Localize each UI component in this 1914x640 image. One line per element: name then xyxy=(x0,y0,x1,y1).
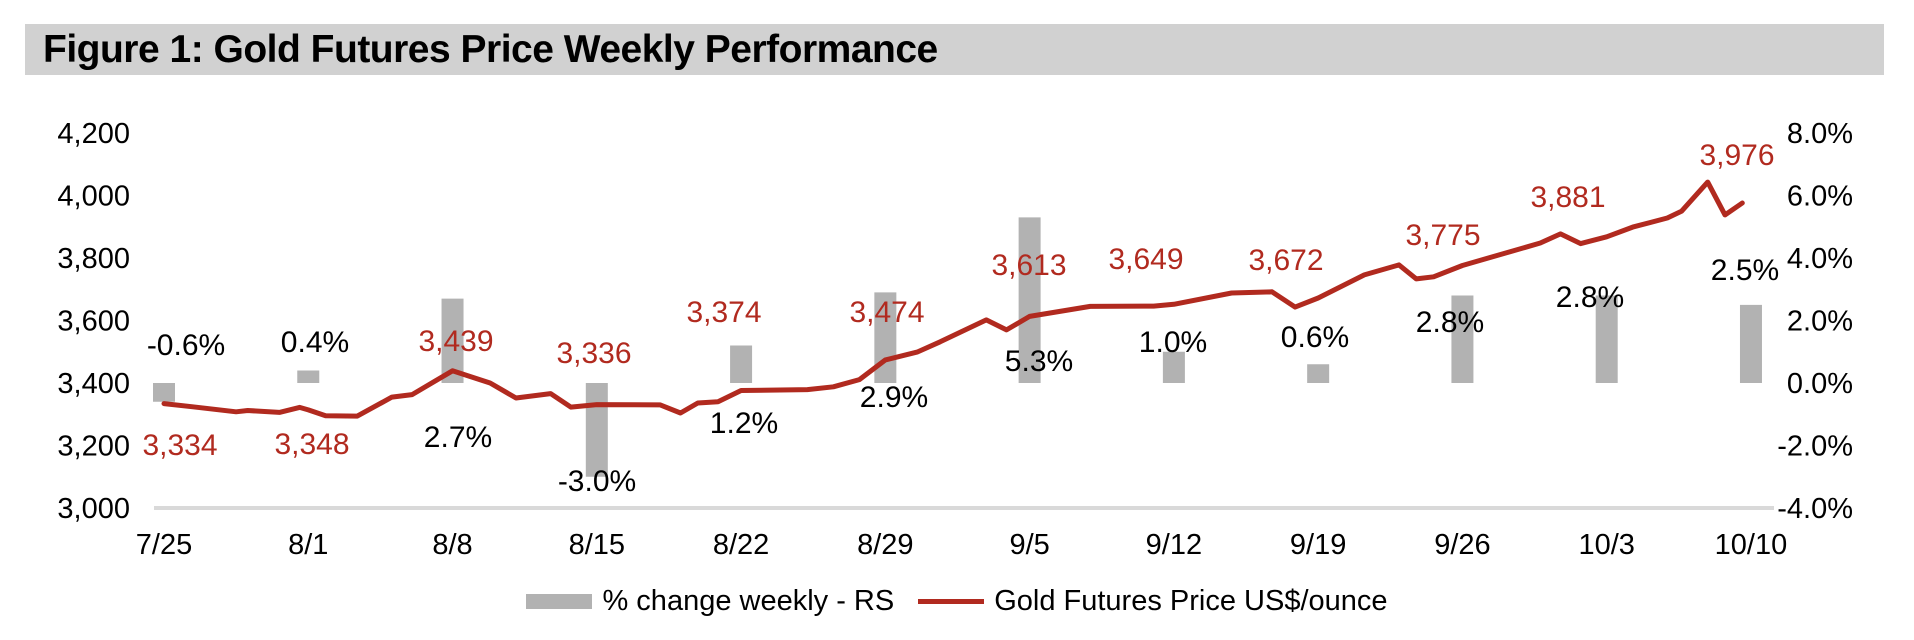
price-data-label: 3,976 xyxy=(1699,139,1774,172)
right-axis-tick: 4.0% xyxy=(1787,243,1853,275)
price-data-label: 3,613 xyxy=(991,249,1066,282)
price-data-label: 3,775 xyxy=(1405,219,1480,252)
price-data-label: 3,881 xyxy=(1530,181,1605,214)
x-axis-label-9/19: 9/19 xyxy=(1290,529,1346,561)
pct-data-label: 2.5% xyxy=(1711,254,1779,287)
price-data-label: 3,348 xyxy=(274,428,349,461)
x-axis-label-8/8: 8/8 xyxy=(432,529,472,561)
bar-series-swatch-icon xyxy=(526,593,593,609)
weekly-change-bar-8/22 xyxy=(730,345,753,383)
x-axis-label-9/12: 9/12 xyxy=(1146,529,1202,561)
figure-title: Figure 1: Gold Futures Price Weekly Perf… xyxy=(43,27,938,71)
price-data-label: 3,649 xyxy=(1108,243,1183,276)
x-axis-label-9/5: 9/5 xyxy=(1009,529,1049,561)
price-data-label: 3,672 xyxy=(1248,244,1323,277)
right-axis-tick: 6.0% xyxy=(1787,181,1853,213)
pct-data-label: 0.4% xyxy=(281,326,349,359)
legend-item-pct-change: % change weekly - RS xyxy=(526,585,894,618)
right-axis-tick: -4.0% xyxy=(1777,493,1853,525)
pct-data-label: 5.3% xyxy=(1005,345,1073,378)
weekly-change-bar-10/10 xyxy=(1739,304,1762,383)
weekly-change-bar-9/5 xyxy=(1018,217,1041,383)
weekly-change-bar-7/25 xyxy=(153,383,175,402)
x-axis-label-8/29: 8/29 xyxy=(857,529,913,561)
x-axis-label-10/3: 10/3 xyxy=(1578,529,1634,561)
left-axis-tick: 3,600 xyxy=(57,306,130,338)
pct-data-label: 1.0% xyxy=(1139,326,1207,359)
weekly-change-bar-9/26 xyxy=(1451,295,1474,383)
pct-data-label: 2.9% xyxy=(860,381,928,414)
weekly-change-bar-8/1 xyxy=(297,370,320,383)
left-axis-tick: 3,800 xyxy=(57,243,130,275)
x-axis-label-8/15: 8/15 xyxy=(569,529,625,561)
pct-data-label: 0.6% xyxy=(1281,321,1349,354)
x-axis-label-10/10: 10/10 xyxy=(1715,529,1788,561)
weekly-change-bar-8/8 xyxy=(441,298,464,383)
right-axis-tick: -2.0% xyxy=(1777,431,1853,463)
price-data-label: 3,474 xyxy=(849,296,924,329)
price-data-label: 3,336 xyxy=(556,337,631,370)
price-data-label: 3,334 xyxy=(142,429,217,462)
left-axis-tick: 4,200 xyxy=(57,118,130,150)
legend-label-pct-change: % change weekly - RS xyxy=(602,584,895,617)
pct-data-label: 1.2% xyxy=(710,407,778,440)
left-axis-tick: 3,200 xyxy=(57,431,130,463)
x-axis-label-8/1: 8/1 xyxy=(288,529,328,561)
pct-data-label: -3.0% xyxy=(558,465,636,498)
line-series-swatch-icon xyxy=(918,598,985,604)
right-axis-tick: 0.0% xyxy=(1787,368,1853,400)
x-axis-label-8/22: 8/22 xyxy=(713,529,769,561)
legend-item-gold-price: Gold Futures Price US$/ounce xyxy=(894,584,1388,618)
right-axis-tick: 8.0% xyxy=(1787,118,1853,150)
pct-data-label: 2.7% xyxy=(424,421,492,454)
right-axis-tick: 2.0% xyxy=(1787,306,1853,338)
pct-data-label: 2.8% xyxy=(1416,306,1484,339)
pct-data-label: -0.6% xyxy=(147,329,225,362)
legend-label-gold-price: Gold Futures Price US$/ounce xyxy=(994,584,1388,617)
figure-title-bar: Figure 1: Gold Futures Price Weekly Perf… xyxy=(25,24,1884,75)
price-data-label: 3,374 xyxy=(686,296,761,329)
left-axis-tick: 3,000 xyxy=(57,493,130,525)
x-axis-label-9/26: 9/26 xyxy=(1434,529,1490,561)
weekly-change-bar-8/15 xyxy=(585,383,608,477)
weekly-change-bar-9/12 xyxy=(1162,351,1185,383)
chart-legend: % change weekly - RS Gold Futures Price … xyxy=(0,585,1914,617)
gold-price-line xyxy=(161,179,1745,419)
x-axis-label-7/25: 7/25 xyxy=(136,529,192,561)
left-axis-tick: 4,000 xyxy=(57,181,130,213)
weekly-change-bar-10/3 xyxy=(1595,295,1618,383)
pct-data-label: 2.8% xyxy=(1556,281,1624,314)
weekly-change-bar-9/19 xyxy=(1307,364,1330,383)
left-axis-tick: 3,400 xyxy=(57,368,130,400)
price-data-label: 3,439 xyxy=(418,325,493,358)
